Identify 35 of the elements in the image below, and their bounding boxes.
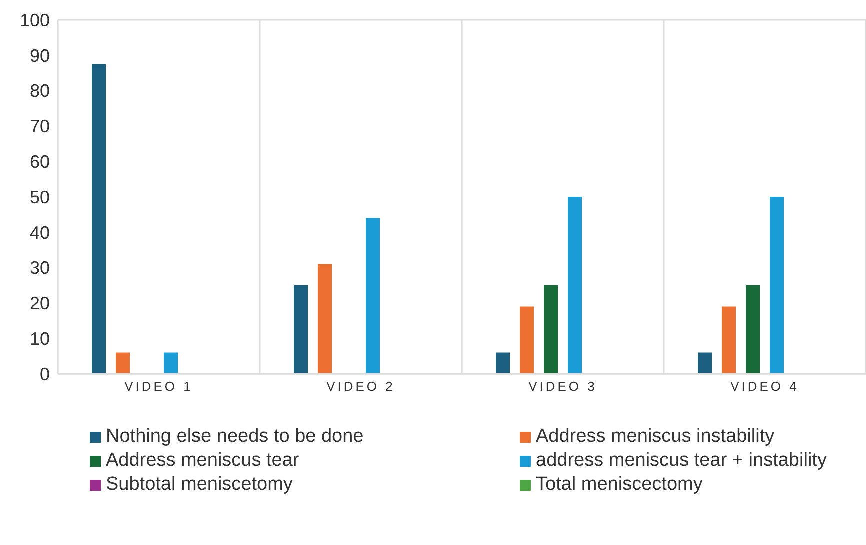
y-tick-label: 0 — [40, 364, 50, 384]
legend-label: Address meniscus instability — [536, 426, 775, 448]
x-tick-label: VIDEO 1 — [124, 379, 194, 394]
x-tick-label: VIDEO 2 — [326, 379, 396, 394]
y-tick-label: 20 — [30, 294, 50, 314]
y-tick-label: 50 — [30, 187, 50, 208]
y-tick-label: 40 — [30, 222, 50, 243]
bar — [318, 264, 332, 374]
y-tick-label: 30 — [30, 258, 50, 278]
y-tick-label: 80 — [30, 81, 50, 102]
bar — [496, 352, 510, 374]
legend-label: Address meniscus tear — [106, 450, 300, 472]
legend-label: Subtotal meniscetomy — [106, 474, 293, 496]
bar — [544, 286, 558, 374]
bar — [746, 286, 760, 374]
y-tick-label: 70 — [30, 116, 50, 137]
legend-label: Nothing else needs to be done — [106, 426, 364, 448]
x-tick-label: VIDEO 3 — [528, 379, 598, 394]
legend-label: Total meniscectomy — [536, 474, 703, 496]
y-tick-label: 10 — [30, 328, 50, 349]
bar — [164, 352, 178, 374]
bar — [116, 352, 130, 374]
y-tick-label: 100 — [20, 10, 50, 30]
bar — [568, 197, 582, 374]
bar — [520, 306, 534, 374]
bar — [770, 197, 784, 374]
bar — [722, 306, 736, 374]
legend-label: address meniscus tear + instability — [536, 450, 827, 472]
y-tick-label: 90 — [30, 46, 50, 66]
y-tick-label: 60 — [30, 152, 50, 172]
bar — [294, 286, 308, 374]
x-tick-label: VIDEO 4 — [730, 379, 800, 394]
bar — [698, 352, 712, 374]
bar — [366, 218, 380, 374]
bar — [92, 64, 106, 374]
